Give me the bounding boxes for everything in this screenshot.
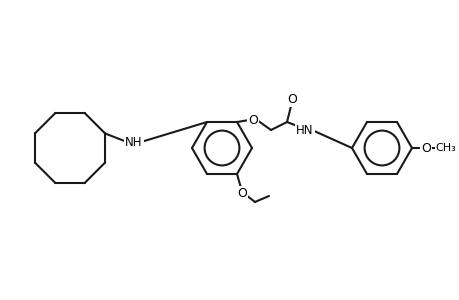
Text: NH: NH — [125, 136, 142, 148]
Text: HN: HN — [296, 124, 313, 136]
Text: O: O — [236, 188, 246, 200]
Text: CH₃: CH₃ — [435, 143, 455, 153]
Text: O: O — [286, 92, 297, 106]
Text: O: O — [247, 113, 257, 127]
Text: O: O — [420, 142, 430, 154]
